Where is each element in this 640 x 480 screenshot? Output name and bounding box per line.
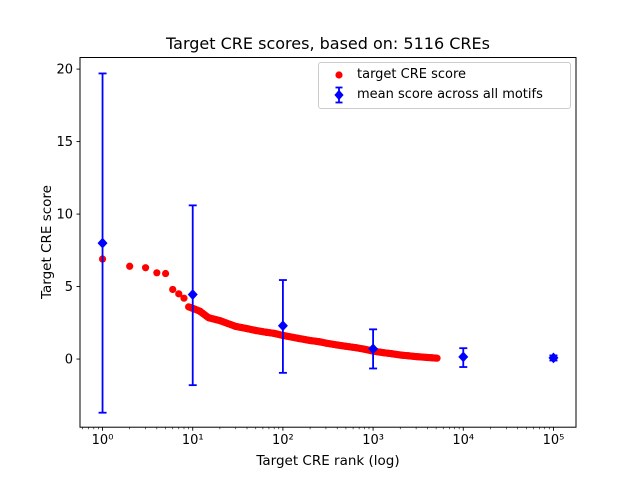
legend-item-mean-score: mean score across all motifs	[321, 85, 570, 105]
blue-diamond-errorbar-marker-icon	[334, 86, 344, 104]
svg-text:10⁴: 10⁴	[452, 433, 474, 448]
legend-label-mean-score: mean score across all motifs	[357, 87, 543, 102]
svg-text:5: 5	[65, 280, 73, 295]
svg-text:10³: 10³	[362, 433, 384, 448]
svg-text:10¹: 10¹	[182, 433, 204, 448]
svg-text:0: 0	[65, 353, 73, 368]
svg-text:20: 20	[56, 63, 73, 78]
svg-text:10⁵: 10⁵	[543, 433, 565, 448]
svg-text:10⁰: 10⁰	[92, 433, 114, 448]
svg-text:10²: 10²	[272, 433, 294, 448]
legend-item-target-cre-score: target CRE score	[321, 65, 570, 85]
legend-label-target-cre-score: target CRE score	[357, 67, 467, 82]
svg-text:10: 10	[56, 208, 73, 223]
legend: target CRE score mean score across all m…	[318, 62, 571, 109]
x-axis-label: Target CRE rank (log)	[256, 453, 400, 469]
red-dot-marker-icon	[335, 71, 343, 79]
svg-text:15: 15	[56, 135, 73, 150]
chart-title: Target CRE scores, based on: 5116 CREs	[166, 34, 490, 53]
